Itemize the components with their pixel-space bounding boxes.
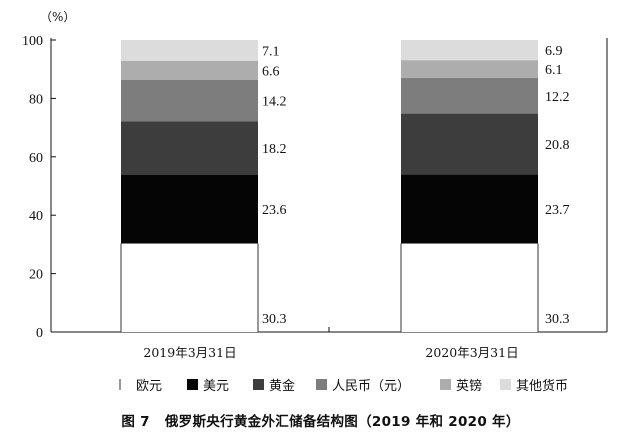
legend-label: 其他货币 [516, 378, 568, 394]
data-label: 6.6 [262, 64, 280, 79]
data-label: 20.8 [545, 138, 570, 153]
y-tick-label: 40 [29, 209, 43, 224]
y-tick-label: 60 [29, 151, 43, 166]
figure-title: 俄罗斯央行黄金外汇储备结构图（2019 年和 2020 年） [164, 414, 520, 430]
legend-label: 美元 [203, 379, 229, 394]
bar-segment [121, 40, 258, 61]
data-label: 12.2 [545, 90, 570, 105]
x-category-label: 2020年3月31日 [425, 345, 518, 360]
legend-swatch [440, 379, 451, 390]
bar-segment [121, 60, 258, 81]
data-label: 6.1 [545, 63, 563, 78]
legend-swatch [500, 379, 511, 390]
y-tick-label: 0 [36, 326, 43, 341]
bar-segment [121, 121, 258, 175]
figure-caption: 图 7 俄罗斯央行黄金外汇储备结构图（2019 年和 2020 年） [0, 410, 641, 430]
legend-label: 英镑 [456, 378, 482, 394]
bar-segment [401, 40, 538, 61]
y-tick-label: 100 [22, 34, 43, 49]
data-label: 18.2 [262, 142, 287, 157]
legend-swatch [316, 379, 327, 390]
y-axis-ticks: 0 20 40 60 80 100 [22, 34, 56, 341]
legend-swatch [120, 379, 131, 390]
bar-segment [401, 60, 538, 78]
legend-swatch [253, 379, 264, 390]
data-label: 23.6 [262, 203, 287, 218]
data-label: 30.3 [545, 312, 570, 327]
bar-segment [121, 243, 258, 332]
bar-segment [401, 77, 538, 114]
bar-segment [401, 174, 538, 244]
bar-segment [121, 80, 258, 122]
legend-label: 欧元 [136, 379, 162, 394]
legend-swatch [187, 379, 198, 390]
data-label: 23.7 [545, 203, 570, 218]
category-labels: 2019年3月31日 2020年3月31日 [143, 345, 518, 360]
data-label: 6.9 [545, 44, 563, 59]
y-tick-label: 20 [29, 268, 43, 283]
data-label: 14.2 [262, 95, 287, 110]
legend: 欧元 美元 黄金 人民币（元） 英镑 其他货币 [119, 378, 568, 394]
bar-segment [401, 113, 538, 175]
y-tick-label: 80 [29, 92, 43, 107]
data-label: 30.3 [262, 312, 287, 327]
x-category-label: 2019年3月31日 [143, 345, 236, 360]
figure-number: 图 7 [121, 414, 150, 430]
data-label: 7.1 [262, 44, 280, 59]
bar-segment [121, 174, 258, 244]
legend-label: 黄金 [269, 378, 295, 394]
legend-label: 人民币（元） [332, 379, 410, 394]
bars [120, 40, 539, 332]
data-labels: 30.3 23.6 18.2 14.2 6.6 7.1 30.3 23.7 20.8 12.2 6.… [262, 44, 570, 327]
bar-segment [401, 243, 538, 332]
y-axis-unit: （%） [40, 10, 75, 24]
